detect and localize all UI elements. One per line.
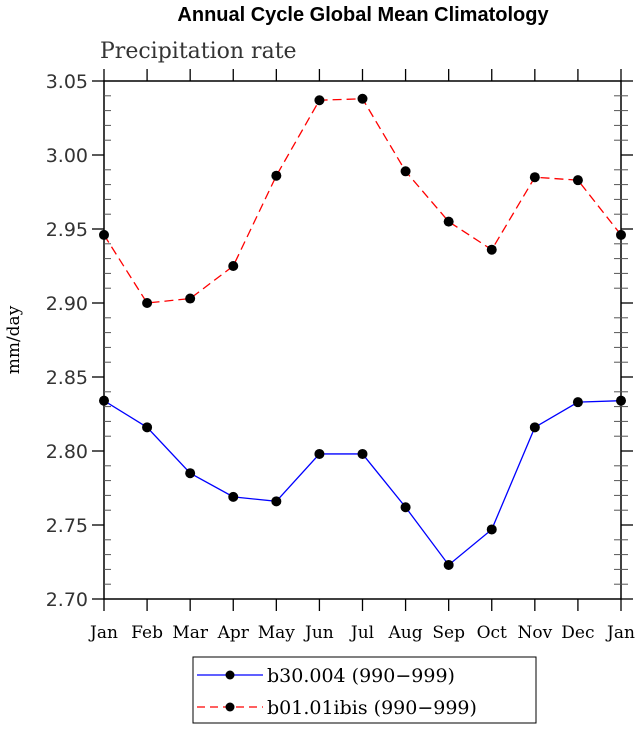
y-tick-label: 2.75 xyxy=(46,515,88,537)
y-tick-label: 2.90 xyxy=(46,293,88,315)
y-axis-label: mm/day xyxy=(4,305,24,374)
x-tick-label: Dec xyxy=(561,623,594,643)
x-tick-label: Aug xyxy=(388,623,423,643)
legend-marker-1 xyxy=(225,670,235,680)
y-tick-label: 3.00 xyxy=(46,145,88,167)
data-point xyxy=(572,175,583,186)
data-point xyxy=(486,524,497,535)
data-point xyxy=(271,170,282,181)
series-line-1 xyxy=(103,400,622,566)
data-point xyxy=(572,397,583,408)
data-point xyxy=(185,468,196,479)
data-point xyxy=(443,559,454,570)
legend-label-1: b30.004 (990−999) xyxy=(267,665,455,687)
x-tick-label: Apr xyxy=(217,623,250,643)
data-point xyxy=(400,502,411,513)
x-tick-label: Sep xyxy=(432,623,465,643)
legend-label-2: b01.01ibis (990−999) xyxy=(267,697,477,719)
series-line-2 xyxy=(103,98,622,304)
data-point xyxy=(357,448,368,459)
chart-subtitle: Precipitation rate xyxy=(100,39,297,64)
y-tick-label: 2.95 xyxy=(46,219,88,241)
y-tick-label: 2.85 xyxy=(46,367,88,389)
data-point xyxy=(400,166,411,177)
y-tick-label: 3.05 xyxy=(46,71,88,93)
y-tick-label: 2.70 xyxy=(46,589,88,611)
plot-frame xyxy=(103,80,622,600)
data-point xyxy=(228,491,239,502)
legend: b30.004 (990−999) b01.01ibis (990−999) xyxy=(192,656,537,724)
data-point xyxy=(314,95,325,106)
data-point xyxy=(142,422,153,433)
x-tick-label: Jan xyxy=(605,623,635,643)
x-tick-label: Nov xyxy=(517,623,552,643)
data-point xyxy=(616,395,626,406)
data-point xyxy=(142,298,153,308)
x-tick-label: Mar xyxy=(172,623,209,643)
y-tick-label: 2.80 xyxy=(46,441,88,463)
data-point xyxy=(99,229,109,240)
data-point xyxy=(616,229,626,240)
x-tick-label: Jun xyxy=(303,623,334,643)
data-point xyxy=(443,216,454,227)
data-point xyxy=(529,172,540,183)
x-tick-label: Feb xyxy=(131,623,163,643)
data-point xyxy=(357,93,368,104)
x-tick-label: Jul xyxy=(349,623,374,643)
chart-title: Annual Cycle Global Mean Climatology xyxy=(177,4,549,26)
x-tick-label: Oct xyxy=(477,623,507,643)
data-point xyxy=(529,422,540,433)
x-tick-label: Jan xyxy=(88,623,118,643)
data-point xyxy=(185,293,196,304)
data-point xyxy=(271,496,282,507)
data-point xyxy=(486,244,497,255)
legend-marker-2 xyxy=(225,702,235,712)
data-point xyxy=(99,395,109,406)
data-point xyxy=(314,448,325,459)
data-point xyxy=(228,261,239,271)
x-tick-label: May xyxy=(258,623,296,643)
